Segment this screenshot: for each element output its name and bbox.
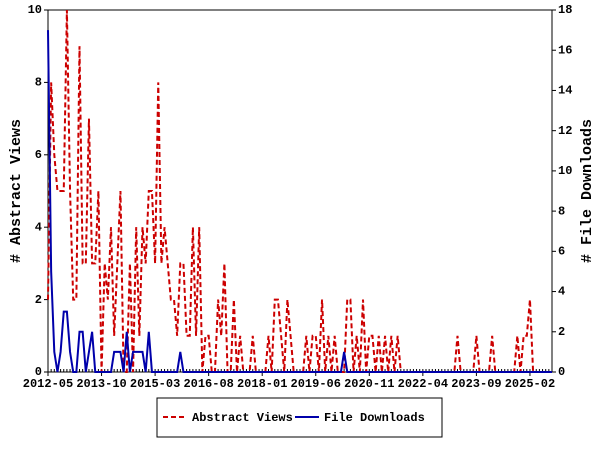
y2-tick-label: 10 [558,164,572,178]
y2-axis-label: # File Downloads [579,119,596,263]
y2-tick-label: 16 [558,43,572,57]
x-tick-label: 2023-09 [451,377,501,391]
y-tick-label: 2 [35,293,42,307]
x-tick-label: 2020-11 [344,377,394,391]
legend-label: File Downloads [324,411,425,425]
series-line [47,9,552,373]
y-tick-label: 10 [28,3,42,17]
x-tick-label: 2012-05 [23,377,73,391]
y2-tick-label: 14 [558,84,572,98]
x-tick-label: 2022-04 [398,377,448,391]
series-line [47,30,552,373]
y2-tick-label: 0 [558,365,565,379]
y-tick-label: 0 [35,365,42,379]
y2-tick-label: 2 [558,325,565,339]
legend-box [156,397,443,438]
x-tick-label: 2018-01 [237,377,287,391]
x-tick-label: 2025-02 [505,377,555,391]
x-tick-label: 2016-08 [183,377,233,391]
x-tick-label: 2013-10 [76,377,126,391]
y2-tick-label: 18 [558,3,572,17]
legend-label: Abstract Views [192,411,293,425]
y-axis-label: # Abstract Views [8,119,25,263]
x-tick-label: 2019-06 [291,377,341,391]
y2-tick-label: 4 [558,285,565,299]
y-tick-label: 6 [35,148,42,162]
y-tick-label: 8 [35,76,42,90]
y2-tick-label: 12 [558,124,572,138]
y-tick-label: 4 [35,220,42,234]
y2-tick-label: 8 [558,204,565,218]
x-tick-label: 2015-03 [130,377,180,391]
y2-tick-label: 6 [558,245,565,259]
